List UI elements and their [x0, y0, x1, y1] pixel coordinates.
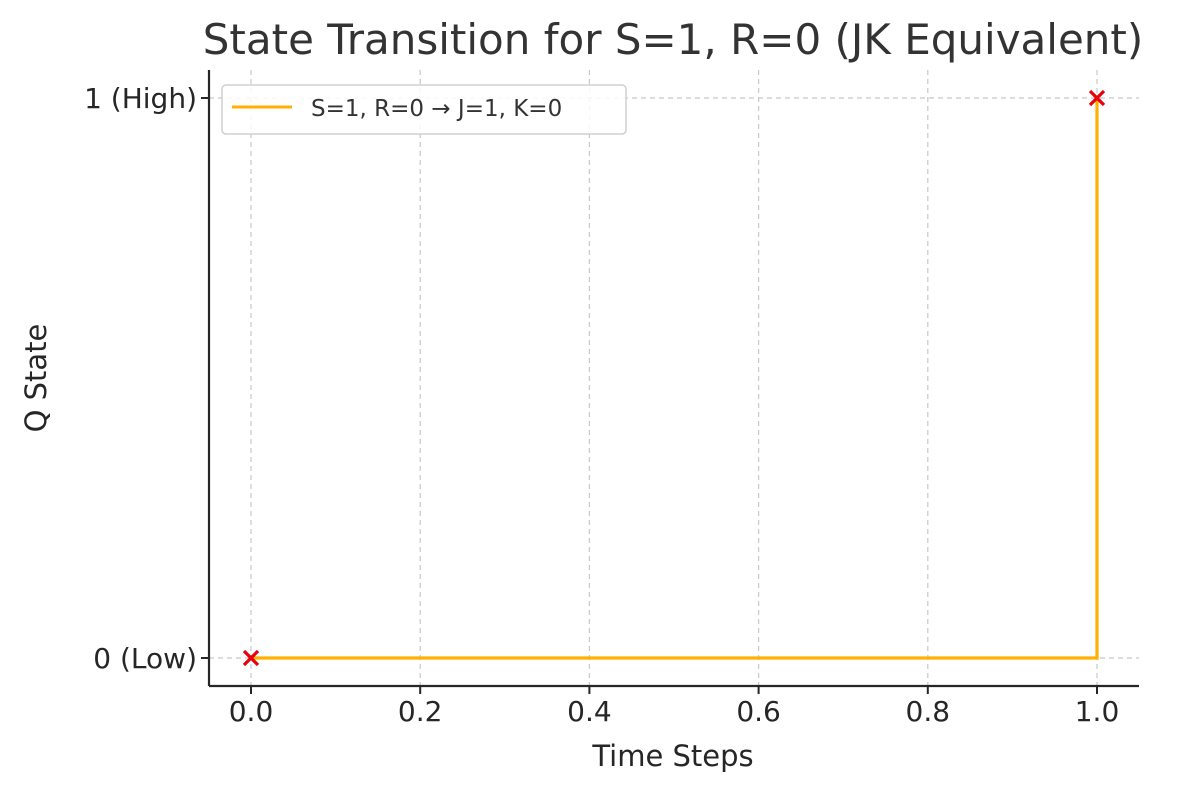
axes — [207, 70, 1139, 688]
y-axis-label: Q State — [19, 324, 53, 433]
x-axis-label: Time Steps — [591, 739, 753, 773]
grid — [209, 70, 1139, 686]
legend: S=1, R=0 → J=1, K=0 — [221, 84, 627, 135]
data-point-marker — [1088, 89, 1106, 107]
chart-title: State Transition for S=1, R=0 (JK Equiva… — [203, 15, 1144, 64]
y-tick-label: 1 (High) — [84, 82, 197, 115]
y-tick-label: 0 (Low) — [93, 642, 197, 675]
x-tick-label: 0.4 — [567, 695, 612, 728]
series-layer — [242, 89, 1106, 667]
legend-label: S=1, R=0 → J=1, K=0 — [311, 96, 562, 122]
x-tick-label: 1.0 — [1075, 695, 1120, 728]
x-tick-label: 0.0 — [229, 695, 274, 728]
x-tick-label: 0.8 — [906, 695, 951, 728]
legend-box — [221, 84, 627, 135]
x-tick-label: 0.2 — [398, 695, 443, 728]
x-axis-ticks: 0.0 0.2 0.4 0.6 0.8 1.0 — [229, 686, 1120, 728]
y-axis-ticks: 0 (Low) 1 (High) — [84, 82, 209, 675]
data-point-marker — [242, 649, 260, 667]
series-line — [251, 98, 1099, 660]
x-tick-label: 0.6 — [736, 695, 781, 728]
